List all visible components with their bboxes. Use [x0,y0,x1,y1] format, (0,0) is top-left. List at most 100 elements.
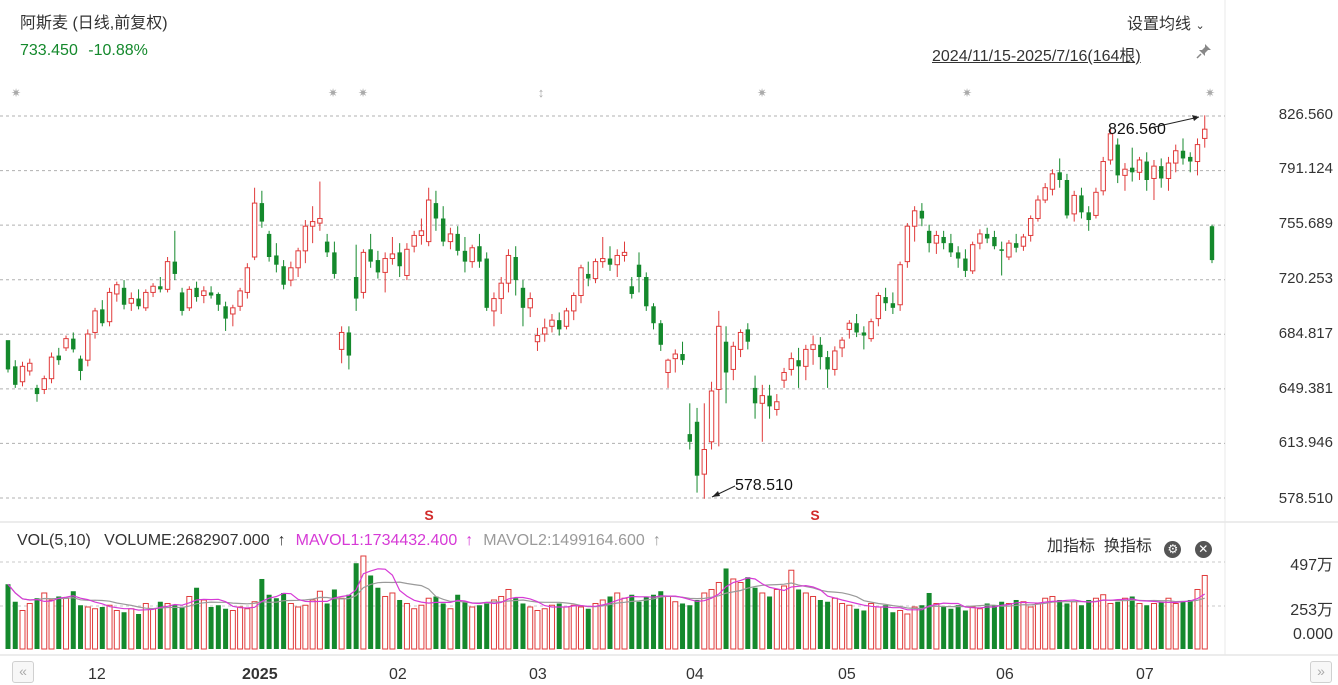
candle-body [425,199,432,243]
volume-bar [266,594,272,649]
volume-bar [1078,605,1084,649]
arrow-up-icon: ↑ [465,532,474,549]
candle-body [592,261,599,280]
candle-body [440,218,446,242]
candle-body [636,264,642,278]
candle-body [1027,218,1034,236]
candle-body [1194,144,1201,163]
volume-bar [817,599,823,649]
candle-body [477,246,482,262]
volume-bar [926,592,932,649]
candle-body [818,344,823,358]
volume-bar [1180,601,1186,649]
volume-bar [839,602,846,650]
volume-bar [1129,596,1135,649]
candle-body [375,260,381,273]
volume-bar [1121,597,1128,650]
volume-bar [715,581,722,650]
candle-body [520,287,526,308]
volume-bar [1158,601,1164,649]
volume-bar [999,601,1005,649]
candle-body [353,277,359,299]
candle-body [505,254,512,284]
candle-body [19,365,26,383]
candle-body [1165,162,1172,179]
volume-bar [157,601,163,649]
volume-bar [534,609,541,650]
candle-body [317,218,323,224]
volume-bar [92,608,99,650]
candle-body [85,333,91,361]
candle-body [1020,236,1027,247]
date-range-link[interactable]: 2024/11/15-2025/7/16(164根) [932,48,1141,65]
ma-settings-button[interactable]: 设置均线 ⌄ [1127,10,1205,34]
x-tick-label: 07 [1136,666,1154,683]
candle-body [897,264,903,306]
candle-body [875,295,882,320]
volume-bar [767,596,773,649]
volume-bar [12,601,18,649]
candle-body [977,233,983,244]
chevron-down-icon: ⌄ [1195,20,1205,32]
volume-legend: VOL(5,10) VOLUME:2682907.000 ↑ MAVOL1:1734… [17,532,671,550]
candle-body [186,288,193,309]
candle-body [854,323,859,333]
candle-body [926,230,932,244]
close-icon[interactable]: ✕ [1194,541,1212,558]
candle-body [251,202,258,258]
candle-body [513,257,518,281]
volume-bar [672,601,679,650]
candle-body [433,203,439,219]
candle-body [752,387,758,404]
candle-body [1071,194,1077,215]
volume-tools: 加指标 换指标 ⚙ ✕ [1047,532,1212,558]
volume-bar [1092,597,1099,650]
volume-bar [883,605,889,649]
volume-bar [172,605,178,649]
volume-bar [142,602,149,650]
candle-body [389,253,396,260]
volume-bar [687,605,693,649]
volume-bar [113,609,120,650]
volume-bar [781,585,788,650]
volume-bar [1020,601,1027,650]
volume-bar [397,599,403,649]
candle-body [658,323,663,345]
x-tick-label: 2025 [242,666,278,683]
gear-icon[interactable]: ⚙ [1164,541,1182,558]
add-indicator-button[interactable]: 加指标 [1047,538,1096,555]
volume-bar [48,599,55,650]
volume-bar [237,606,244,650]
switch-indicator-button[interactable]: 换指标 [1103,538,1152,555]
arrow-up-icon: ↑ [652,532,661,549]
candle-body [462,250,468,262]
volume-bar [309,599,316,650]
x-tick-label: 03 [529,666,547,683]
volume-bar [1013,599,1019,649]
scroll-right-button[interactable]: » [1310,661,1332,683]
volume-bar [484,603,490,649]
candle-body [13,366,18,385]
candle-body [266,233,272,258]
x-tick-label: 02 [389,666,407,683]
scroll-left-button[interactable]: « [12,661,34,683]
volume-bar [919,605,925,649]
volume-bar [164,602,171,650]
candle-body [534,335,541,343]
volume-bar [962,610,968,649]
candle-body [41,378,47,390]
volume-bar [505,588,512,650]
candle-body [295,250,301,269]
y-tick-label: 826.560 [1278,106,1333,123]
candle-body [948,243,954,253]
y-tick-label: 649.381 [1278,380,1333,397]
y-tick-label: 720.253 [1278,270,1333,287]
volume-bar [360,555,367,650]
volume-bar [991,605,997,649]
candle-body [651,306,656,324]
x-tick-label: 05 [838,666,856,683]
pin-icon[interactable] [1196,43,1212,64]
vol-y-tick: 0.000 [1292,626,1333,643]
candle-body [963,258,968,271]
